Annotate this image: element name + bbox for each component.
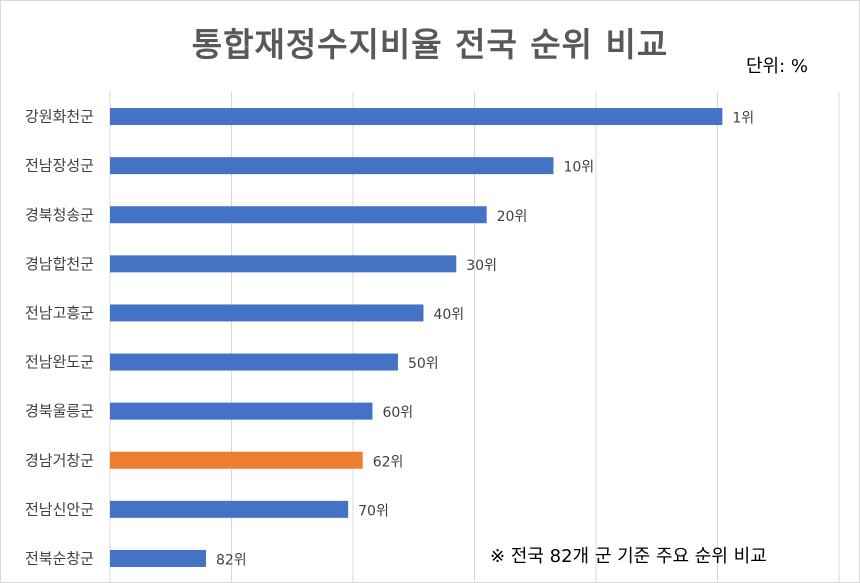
data-labels: 1위 10위 20위 30위 40위 50위 60위 62위 70위 82위 [216, 111, 754, 569]
category-label: 전북순창군 [25, 549, 94, 567]
chart-title: 통합재정수지비율 전국 순위 비교 [191, 25, 669, 64]
bar [110, 108, 723, 126]
data-label: 60위 [382, 405, 413, 421]
bar [110, 206, 487, 224]
category-label: 전남장성군 [25, 157, 94, 175]
bar [110, 500, 349, 518]
category-label: 경남합천군 [25, 255, 94, 273]
category-label: 전남신안군 [25, 500, 94, 518]
data-label: 10위 [563, 160, 594, 176]
unit-label: 단위: % [745, 56, 808, 77]
category-label: 강원화천군 [25, 108, 94, 126]
category-label: 경남거창군 [25, 451, 94, 469]
data-label: 20위 [497, 209, 528, 225]
data-label: 62위 [373, 454, 404, 470]
bar [110, 451, 363, 469]
bars [110, 108, 723, 567]
bar [110, 549, 206, 567]
bar [110, 255, 457, 273]
category-labels: 강원화천군전남장성군경북청송군경남합천군전남고흥군전남완도군경북울릉군경남거창군… [25, 108, 94, 568]
category-label: 경북청송군 [25, 206, 94, 224]
bar [110, 402, 373, 420]
bar [110, 304, 424, 322]
data-label: 82위 [216, 552, 247, 568]
bar [110, 157, 554, 175]
category-label: 전남완도군 [25, 353, 94, 371]
data-label: 1위 [732, 111, 754, 127]
category-label: 경북울릉군 [25, 402, 94, 420]
footnote: ※ 전국 82개 군 기준 주요 순위 비교 [490, 546, 767, 567]
data-label: 50위 [408, 356, 439, 372]
category-label: 전남고흥군 [25, 304, 94, 322]
data-label: 70위 [358, 503, 389, 519]
data-label: 40위 [433, 307, 464, 323]
data-label: 30위 [466, 258, 497, 274]
bar [110, 353, 398, 371]
